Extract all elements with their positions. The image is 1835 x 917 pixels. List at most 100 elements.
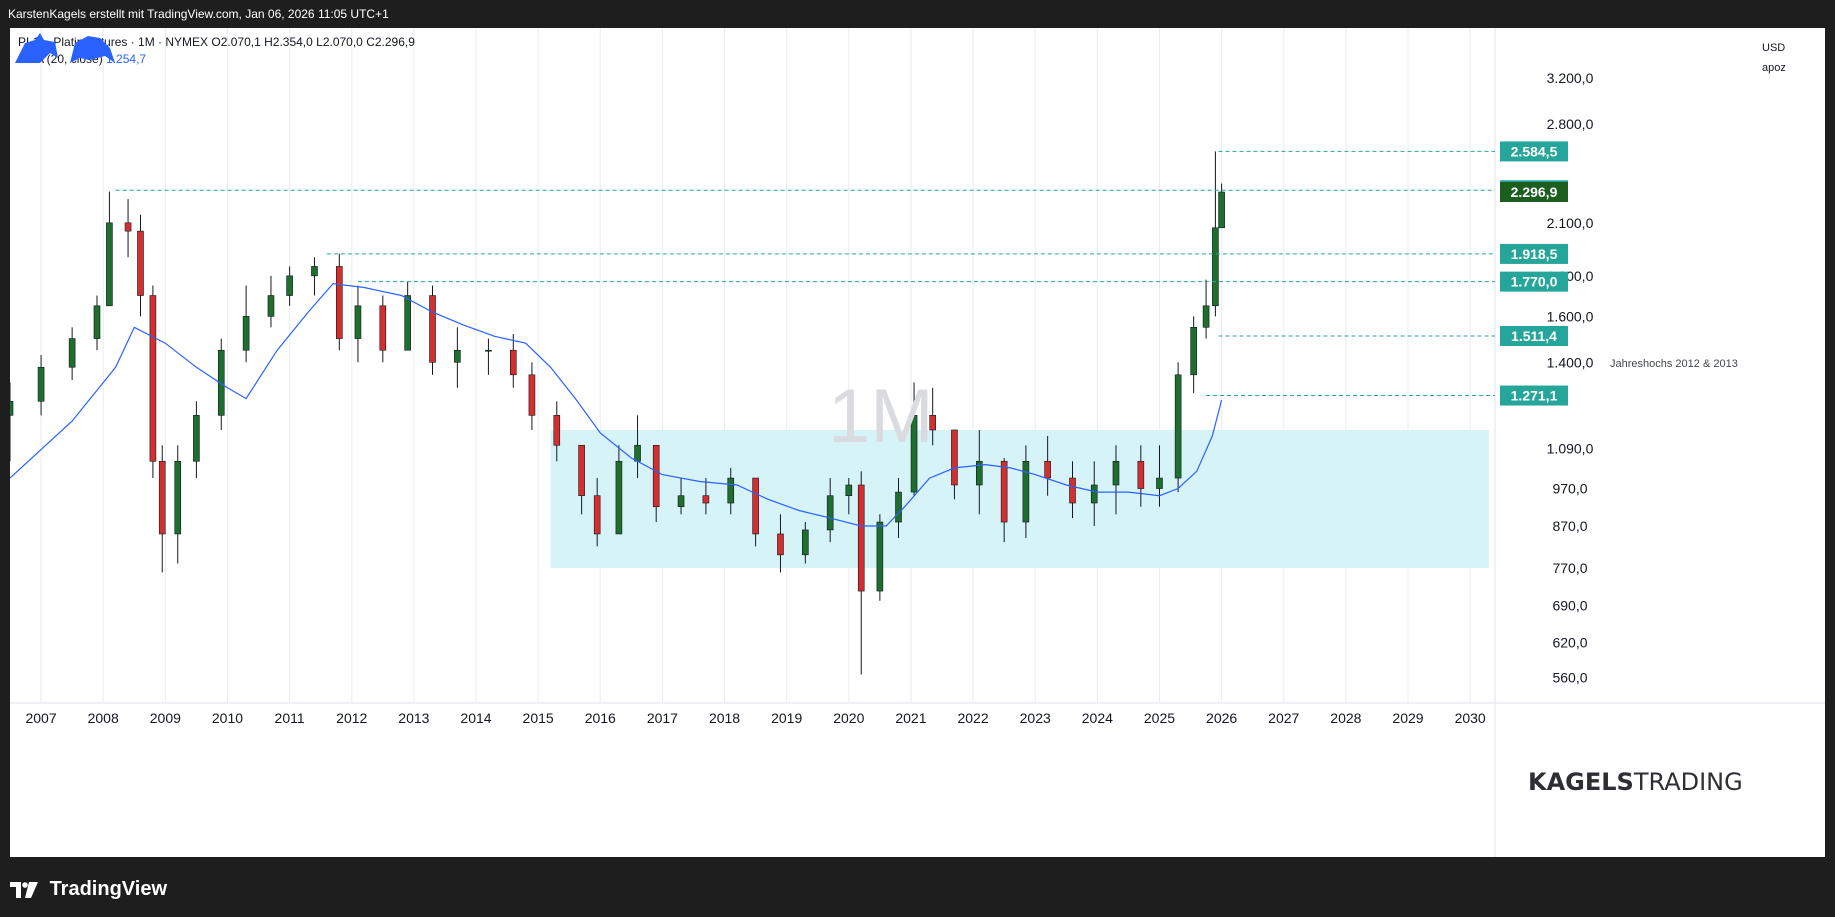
candle-body — [336, 266, 343, 339]
legend-symbol: PL1! · Platin Futures · 1M · NYMEX — [18, 35, 209, 49]
x-tick-label: 2027 — [1268, 710, 1299, 726]
candle-body — [1000, 460, 1008, 523]
candle-body — [677, 495, 685, 508]
candle-body — [193, 415, 200, 462]
candle-body — [286, 275, 293, 296]
candle-body — [593, 495, 601, 535]
price-chart[interactable]: 2007 2008 2009 2010 2011 2012 2013 2014 2015 2016… — [10, 28, 1825, 857]
y-tick-label: 770,0 — [1552, 560, 1587, 576]
x-tick-label: 2007 — [25, 710, 56, 726]
y-tick-label: 2.100,0 — [1547, 215, 1594, 231]
scale-mode-label: apoz — [1762, 62, 1786, 74]
level-badge — [1500, 243, 1568, 264]
legend-sma-value: 1.254,7 — [106, 52, 147, 66]
x-tick-label: 2008 — [88, 710, 119, 726]
candle-body — [951, 429, 958, 486]
x-tick-label: 2030 — [1455, 710, 1486, 726]
x-tick-label: 2022 — [957, 710, 988, 726]
candle-body — [354, 305, 362, 339]
candle-body — [910, 415, 918, 493]
candle-body — [1218, 191, 1225, 229]
x-tick-label: 2028 — [1330, 710, 1361, 726]
level-badge — [1500, 385, 1568, 406]
candle-body — [267, 295, 275, 317]
y-tick-label: 3.200,0 — [1547, 70, 1594, 86]
level-badge — [1500, 271, 1568, 292]
x-tick-label: 2014 — [460, 710, 491, 726]
candle-body — [1022, 460, 1030, 523]
candle-body — [578, 444, 585, 496]
y-tick-label: 620,0 — [1552, 634, 1587, 650]
last-price-label: 2.296,9 — [1511, 184, 1558, 200]
candle-body — [528, 374, 536, 416]
tradingview-logo-icon — [10, 881, 38, 898]
candle-body — [1044, 460, 1051, 479]
candle-body — [149, 295, 157, 462]
candle-body — [429, 295, 436, 363]
candle-body — [857, 484, 865, 592]
bull-bear-icon — [15, 33, 115, 63]
candle-body — [485, 349, 492, 352]
candle-body — [1174, 374, 1182, 479]
level-badge-label: 1.918,5 — [1511, 246, 1558, 262]
x-tick-label: 2015 — [523, 710, 554, 726]
candle-body — [727, 477, 735, 504]
level-badge-label: 1.271,1 — [1511, 388, 1558, 404]
x-tick-label: 2011 — [275, 710, 305, 726]
candle-body — [311, 266, 318, 277]
attribution-bar: KarstenKagels erstellt mit TradingView.c… — [0, 0, 1835, 28]
candle-body — [702, 495, 710, 504]
x-tick-label: 2013 — [398, 710, 429, 726]
last-price-badge — [1500, 182, 1568, 203]
candle-body — [1156, 477, 1163, 489]
x-tick-label: 2020 — [833, 710, 864, 726]
candle-body — [217, 349, 225, 416]
level-badge — [1500, 325, 1568, 346]
candle-body — [509, 349, 517, 376]
candle-body — [1112, 460, 1120, 486]
candle-body — [975, 460, 983, 486]
candle-body — [615, 460, 623, 535]
y-tick-label: 560,0 — [1552, 670, 1587, 686]
x-tick-label: 2025 — [1144, 710, 1175, 726]
footer-bar: TradingView — [10, 875, 167, 903]
candle-body — [242, 316, 250, 351]
x-tick-label: 2012 — [336, 710, 367, 726]
candle-body — [379, 305, 387, 351]
candle-body — [802, 529, 809, 556]
support-zone — [550, 429, 1489, 568]
candle-body — [404, 295, 411, 351]
x-tick-label: 2024 — [1082, 710, 1113, 726]
y-tick-label: 690,0 — [1552, 598, 1587, 614]
y-tick-label: 1.600,0 — [1547, 308, 1594, 324]
candle-body — [1069, 477, 1076, 504]
x-tick-label: 2026 — [1206, 710, 1237, 726]
x-tick-label: 2009 — [150, 710, 181, 726]
candle-body — [454, 349, 461, 363]
candle-body — [1090, 484, 1098, 504]
candle-body — [1202, 305, 1210, 328]
candle-body — [1190, 326, 1197, 376]
legend-symbol-row[interactable]: PL1! · Platin Futures · 1M · NYMEX O2.07… — [18, 34, 415, 51]
candle-body — [1212, 227, 1219, 307]
y-tick-label: 970,0 — [1552, 481, 1587, 497]
candle-body — [826, 495, 834, 531]
candle-body — [158, 460, 166, 535]
legend-ohlc: O2.070,1 H2.354,0 L2.070,0 C2.296,9 — [211, 35, 415, 49]
x-tick-label: 2029 — [1392, 710, 1423, 726]
candle-body — [929, 415, 936, 431]
candle-body — [895, 491, 902, 523]
candle-body — [37, 366, 45, 402]
candle-body — [634, 444, 641, 462]
x-tick-label: 2017 — [647, 710, 678, 726]
axis-currency[interactable]: USD apoz — [1762, 38, 1786, 78]
candle-body — [137, 230, 144, 296]
y-tick-label: 1.090,0 — [1547, 440, 1594, 456]
attribution-text: KarstenKagels erstellt mit TradingView.c… — [8, 7, 389, 21]
candle-body — [777, 533, 784, 556]
level-badge-label: 1.770,0 — [1511, 274, 1558, 290]
y-tick-label: 1.400,0 — [1547, 354, 1594, 370]
y-tick-label: 2.800,0 — [1547, 116, 1594, 132]
x-tick-label: 2019 — [771, 710, 802, 726]
chart-frame[interactable]: 2007 2008 2009 2010 2011 2012 2013 2014 2015 2016… — [10, 28, 1825, 857]
